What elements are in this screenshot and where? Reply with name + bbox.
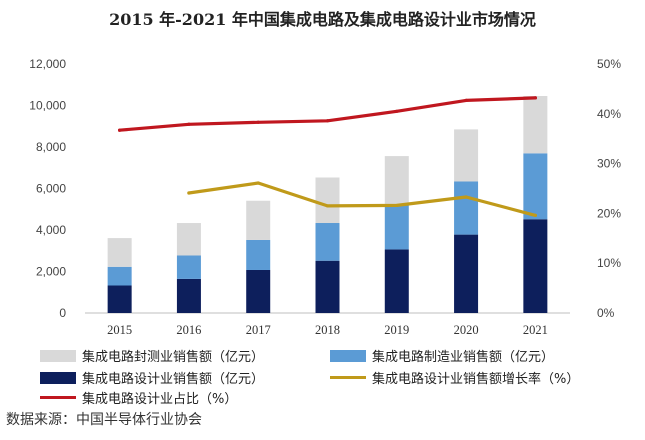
y-left-tick-label: 10,000	[29, 99, 66, 113]
y-right-tick-label: 10%	[597, 256, 621, 270]
y-right-tick-label: 30%	[597, 157, 621, 171]
point-growth-rate	[325, 204, 330, 208]
point-growth-rate	[395, 203, 399, 208]
legend-label-share: 集成电路设计业占比（%）	[82, 392, 238, 407]
x-tick-label: 2015	[107, 323, 132, 337]
y-left-tick-label: 12,000	[29, 57, 66, 71]
bar-packaging	[384, 156, 409, 205]
bar-design	[246, 269, 271, 313]
legend-swatch-manufacturing	[330, 349, 366, 362]
point-design-share	[533, 96, 537, 100]
legend-item-growth: 集成电路设计业销售额增长率（%）	[330, 368, 579, 387]
chart-title: 2015 年-2021 年中国集成电路及集成电路设计业市场情况	[109, 10, 536, 29]
line-design-share	[118, 96, 537, 132]
bar-manufacturing	[454, 181, 479, 235]
y-right-tick-label: 0%	[597, 306, 615, 320]
bar-packaging	[454, 129, 479, 182]
point-design-share	[395, 109, 399, 113]
legend-item-design: 集成电路设计业销售额（亿元）	[40, 368, 264, 387]
y-left-tick-label: 4,000	[36, 223, 66, 237]
bar-design	[384, 249, 409, 313]
legend-label-packaging: 集成电路封测业销售额（亿元）	[82, 350, 265, 365]
y-left-tick-label: 6,000	[36, 182, 66, 196]
source-note: 数据来源：中国半导体行业协会	[6, 412, 202, 428]
bar-design	[176, 278, 201, 313]
point-growth-rate	[464, 195, 468, 199]
legend-swatch-design	[40, 371, 76, 384]
y-left-tick-label: 8,000	[36, 140, 66, 154]
bar-design	[454, 234, 479, 313]
bar-manufacturing	[384, 204, 409, 250]
point-growth-rate	[256, 181, 260, 185]
x-tick-label: 2016	[176, 323, 201, 337]
point-design-share	[118, 128, 122, 132]
y-right-tick-label: 50%	[597, 57, 621, 71]
legend-swatch-share	[40, 396, 76, 399]
y-left-tick-label: 0	[59, 306, 66, 320]
bar-manufacturing	[523, 153, 548, 220]
point-design-share	[464, 98, 468, 102]
y-left-tick-label: 2,000	[36, 265, 66, 279]
y-right-tick-label: 20%	[597, 206, 621, 220]
legend-item-share: 集成电路设计业占比（%）	[40, 388, 237, 407]
point-growth-rate	[533, 213, 537, 217]
legend-label-design: 集成电路设计业销售额（亿元）	[82, 372, 265, 387]
legend-swatch-growth	[330, 376, 366, 379]
bar-packaging	[107, 238, 132, 267]
y-right-tick-label: 40%	[597, 107, 621, 121]
x-tick-label: 2019	[384, 323, 409, 337]
bar-design	[107, 285, 132, 313]
legend-item-manufacturing: 集成电路制造业销售额（亿元）	[330, 346, 554, 365]
point-design-share	[325, 119, 330, 123]
x-tick-label: 2018	[315, 323, 340, 337]
legend-swatch-packaging	[40, 349, 76, 362]
bar-manufacturing	[315, 223, 340, 261]
bar-packaging	[176, 223, 201, 256]
legend-label-manufacturing: 集成电路制造业销售额（亿元）	[372, 350, 555, 365]
point-design-share	[256, 120, 260, 124]
point-growth-rate	[187, 191, 191, 195]
line-growth-rate	[187, 181, 537, 217]
bar-packaging	[523, 95, 548, 154]
x-tick-label: 2020	[454, 323, 479, 337]
x-tick-label: 2021	[523, 323, 548, 337]
bar-packaging	[315, 177, 340, 224]
point-design-share	[187, 122, 191, 126]
legend-item-packaging: 集成电路封测业销售额（亿元）	[40, 346, 264, 365]
bar-packaging	[246, 200, 271, 240]
bar-manufacturing	[176, 255, 201, 279]
bar-manufacturing	[246, 239, 271, 270]
bar-design	[523, 219, 548, 313]
bar-manufacturing	[107, 266, 132, 286]
x-tick-label: 2017	[246, 323, 271, 337]
legend-label-growth: 集成电路设计业销售额增长率（%）	[372, 372, 580, 387]
bar-design	[315, 260, 340, 313]
